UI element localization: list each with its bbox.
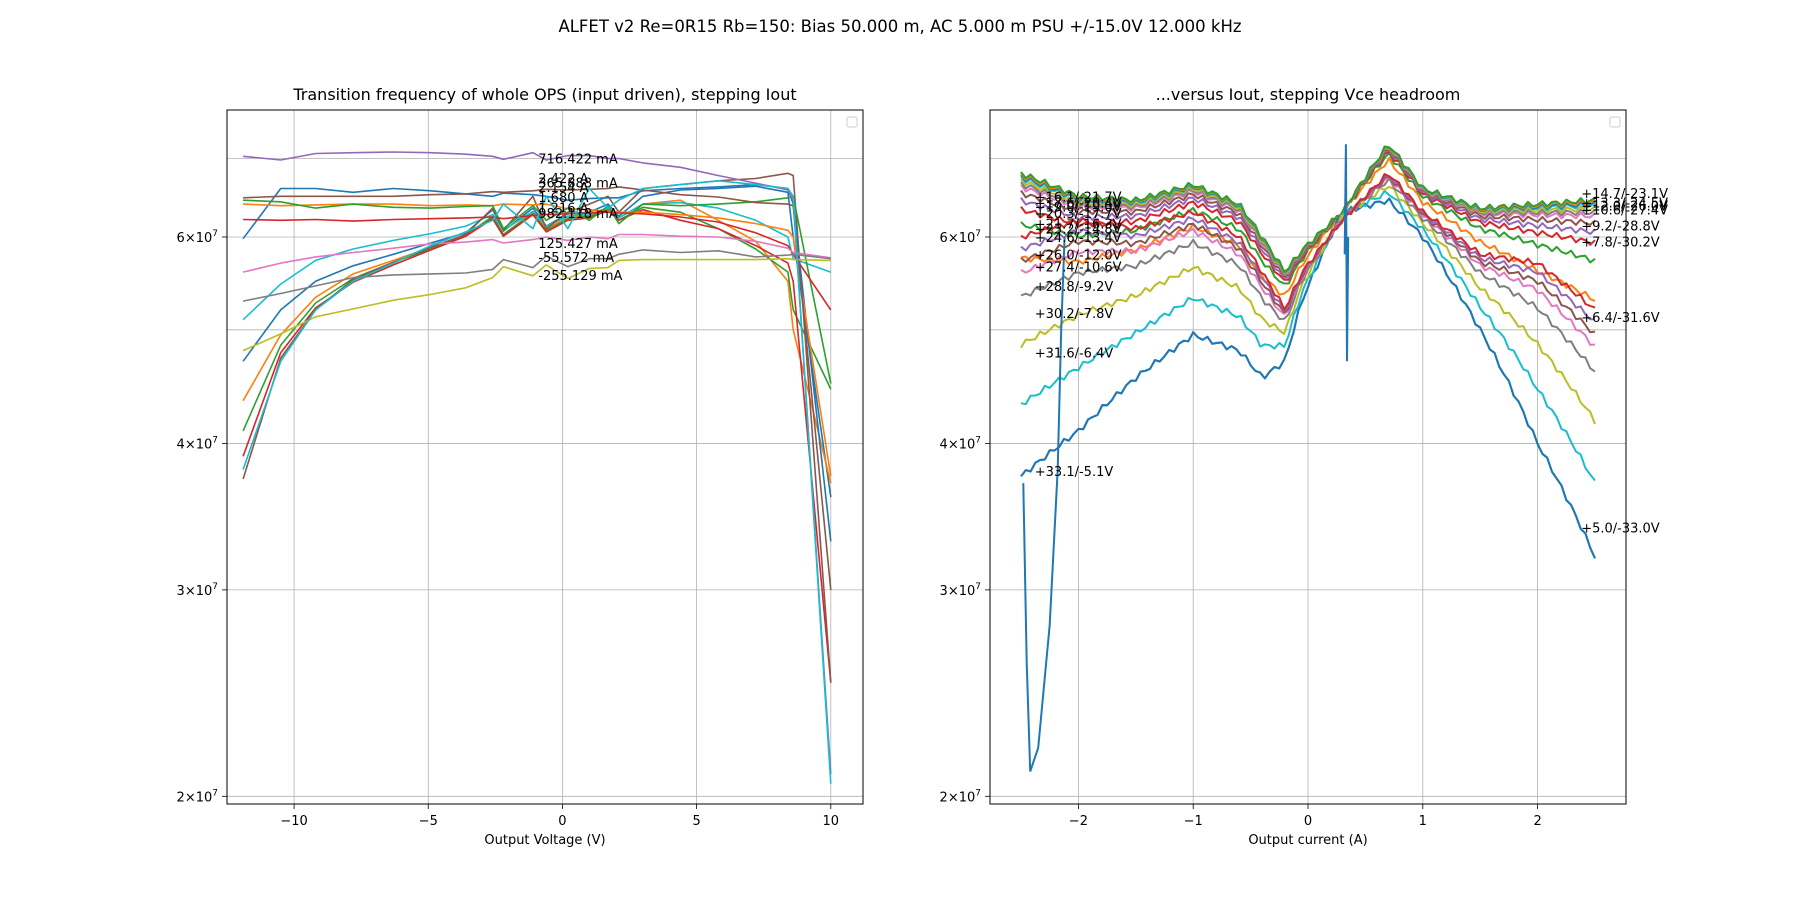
- series-line-spike: [1343, 144, 1350, 362]
- series-label: +31.6/-6.4V: [1035, 347, 1114, 362]
- series-lines: [242, 151, 832, 784]
- series-line: [1020, 185, 1596, 425]
- series-label: +19.0/-19.0V: [1035, 201, 1122, 216]
- y-tick-label: 3×107: [177, 582, 218, 599]
- series-line: [242, 185, 832, 498]
- series-line: [1020, 177, 1596, 373]
- series-line: [242, 199, 832, 484]
- axes-frame: [989, 109, 1627, 805]
- x-tick-label: −5: [419, 814, 438, 829]
- series-label: +21.7/-16.3V: [1035, 218, 1122, 233]
- y-tick-label: 6×107: [940, 229, 981, 246]
- legend-box: [1609, 116, 1621, 128]
- series-label: 1.216 A: [538, 201, 588, 216]
- series-label: +9.2/-28.8V: [1581, 219, 1660, 234]
- figure-suptitle: ALFET v2 Re=0R15 Rb=150: Bias 50.000 m, …: [558, 17, 1241, 36]
- series-line: [1020, 151, 1596, 285]
- left-chart: −10 −5 0 5 10 2×107 3×107 4×107 6×107 Transition …: [177, 85, 864, 848]
- series-label: -255.129 mA: [538, 269, 622, 284]
- series-label: +28.8/-9.2V: [1035, 280, 1114, 295]
- series-label: +23.2/-14.8V: [1035, 223, 1122, 238]
- y-tick-label: 4×107: [177, 435, 218, 452]
- x-tick-label: 10: [823, 814, 840, 829]
- series-line: [242, 206, 832, 432]
- series-label: 2.154 A: [538, 181, 588, 196]
- series-label: 365.888 mA: [538, 176, 618, 191]
- series-label: +17.6/-20.4V: [1035, 197, 1122, 212]
- series-label: 125.427 mA: [538, 237, 618, 252]
- y-tick-label: 4×107: [940, 435, 981, 452]
- series-line: [243, 203, 832, 477]
- series-line: [242, 180, 832, 784]
- x-tick-label: −10: [280, 814, 307, 829]
- series-label: +20.3/-17.7V: [1035, 207, 1122, 222]
- x-tick-label: 0: [1304, 814, 1312, 829]
- series-line: [242, 233, 831, 273]
- series-line: [1020, 173, 1596, 311]
- x-tick-label: −1: [1184, 814, 1203, 829]
- x-tick-label: 0: [558, 814, 566, 829]
- series-label: 716.422 mA: [538, 153, 618, 168]
- series-line: [242, 249, 831, 302]
- series-label: +7.8/-30.2V: [1581, 235, 1660, 250]
- series-label: 2.422 A: [538, 172, 588, 187]
- y-tick-label: 3×107: [940, 582, 981, 599]
- x-axis-label: Output Voltage (V): [484, 833, 605, 848]
- series-line: [242, 257, 831, 352]
- series-line: [243, 211, 832, 311]
- series-label: +16.1/-21.7V: [1035, 190, 1122, 205]
- x-tick-label: 1: [1419, 814, 1427, 829]
- series-label: +27.4/-10.6V: [1035, 261, 1122, 276]
- series-line: [1020, 145, 1596, 273]
- series-label: 1.680 A: [538, 191, 588, 206]
- x-axis-label: Output current (A): [1248, 833, 1367, 848]
- y-tick-label: 6×107: [177, 229, 218, 246]
- series-label: +5.0/-33.0V: [1581, 522, 1660, 537]
- series-label: +12.0/-26.0V: [1581, 200, 1668, 215]
- series-line: [1020, 197, 1596, 559]
- series-label: +30.2/-7.8V: [1035, 307, 1114, 322]
- y-tick-label: 2×107: [940, 788, 981, 805]
- series-label: +33.1/-5.1V: [1035, 465, 1114, 480]
- x-tick-label: −2: [1069, 814, 1088, 829]
- right-chart: −2 −1 0 1 2 2×107 3×107 4×107 6×107 ...versus Iou…: [940, 85, 1669, 848]
- series-label: +6.4/-31.6V: [1581, 311, 1660, 326]
- legend-box: [846, 116, 858, 128]
- series-label: +10.6/-27.4V: [1581, 204, 1668, 219]
- axes-title: ...versus Iout, stepping Vce headroom: [1156, 85, 1461, 104]
- series-line: [243, 195, 832, 384]
- series-line-excursion: [1022, 236, 1066, 772]
- series-lines: [1020, 144, 1596, 772]
- series-labels: +33.1/-5.1V +31.6/-6.4V +30.2/-7.8V +28.8/-…: [1035, 187, 1668, 537]
- series-label: -55.572 mA: [538, 251, 614, 266]
- x-tick-label: 2: [1533, 814, 1541, 829]
- x-tick-label: 5: [692, 814, 700, 829]
- series-line: [242, 183, 832, 542]
- series-label: +13.3/-24.5V: [1581, 197, 1668, 212]
- series-line: [243, 151, 832, 774]
- axes-title: Transition frequency of whole OPS (input…: [292, 85, 796, 104]
- series-line: [243, 186, 832, 590]
- series-label: 982.118 mA: [538, 207, 618, 222]
- y-tick-label: 2×107: [177, 788, 218, 805]
- axes-frame: [226, 109, 864, 805]
- series-label: +14.7/-23.1V: [1581, 187, 1668, 202]
- series-label: +24.6/-13.4V: [1035, 231, 1122, 246]
- series-line: [242, 172, 832, 683]
- series-line: [242, 208, 832, 683]
- series-label: +26.0/-12.0V: [1035, 248, 1122, 263]
